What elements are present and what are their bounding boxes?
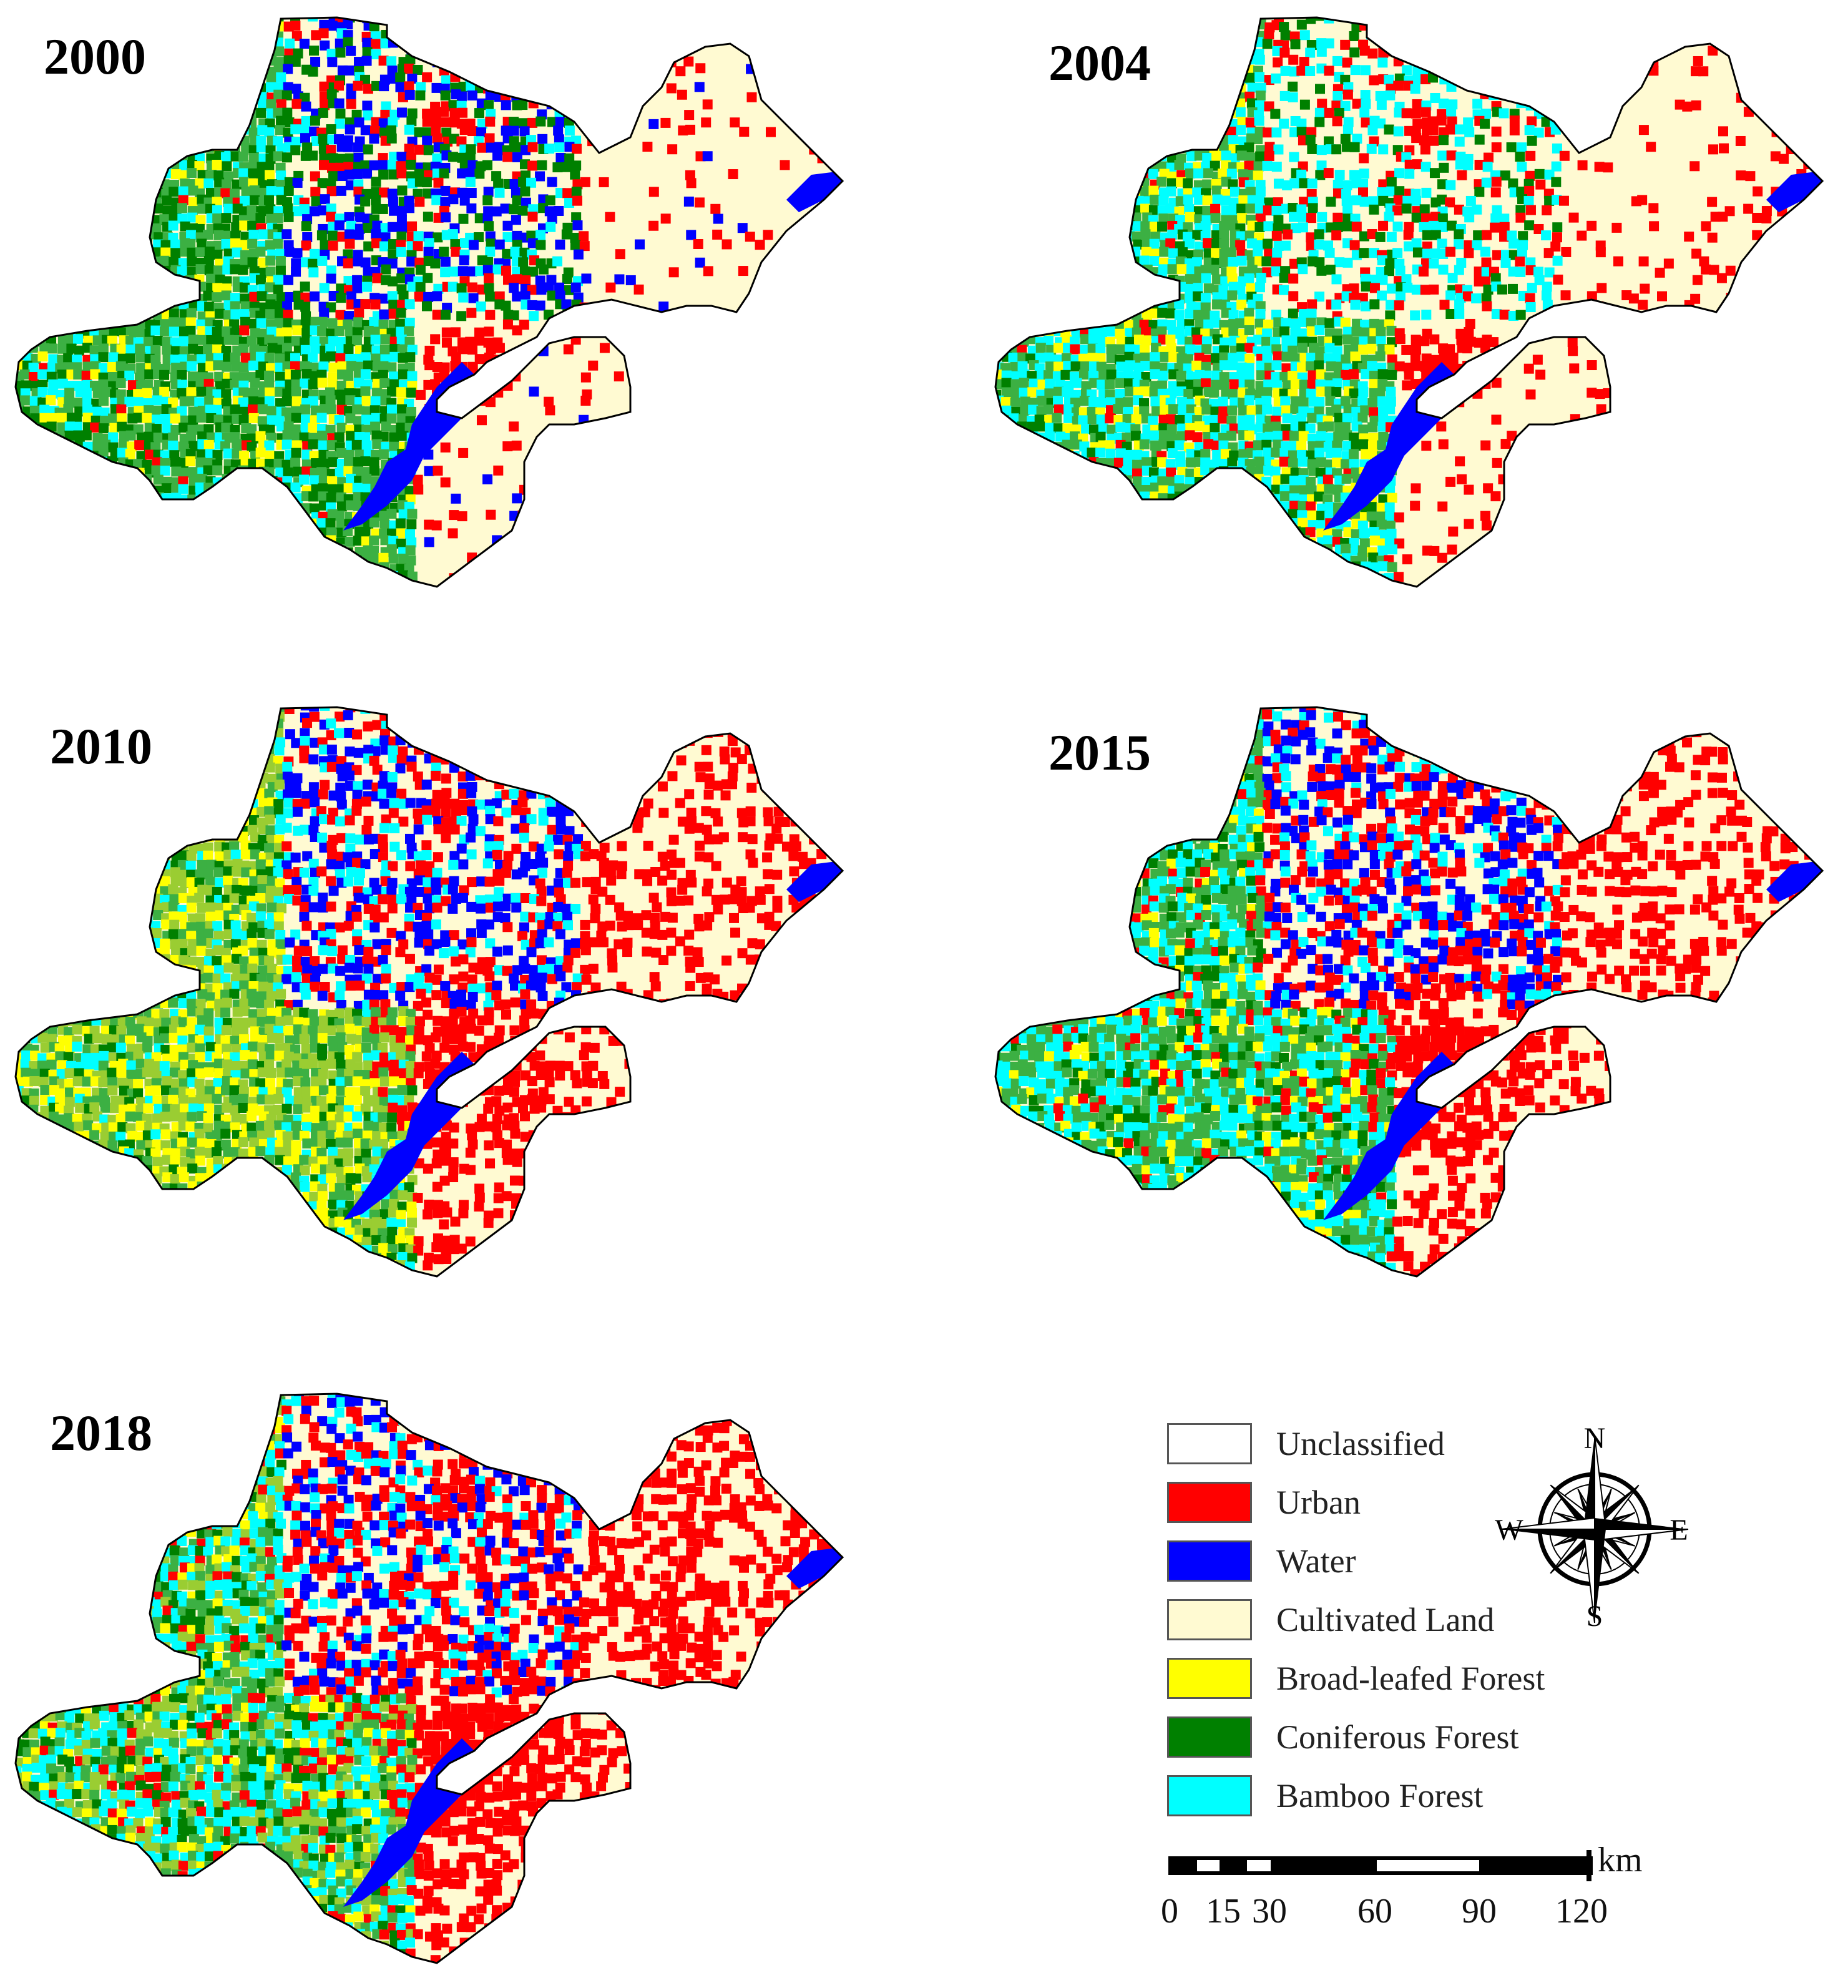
scale-tick: 0 xyxy=(1161,1891,1178,1931)
legend-label: Bamboo Forest xyxy=(1276,1776,1484,1815)
legend-item: Bamboo Forest xyxy=(1167,1775,1729,1823)
legend-item: Urban xyxy=(1167,1482,1729,1529)
compass-west-label: W xyxy=(1495,1514,1523,1547)
map-panel-2010: 2010 xyxy=(12,702,886,1283)
scale-tick: 120 xyxy=(1555,1891,1608,1931)
legend-swatch xyxy=(1167,1716,1252,1758)
legend-label: Cultivated Land xyxy=(1276,1600,1494,1639)
scale-unit: km xyxy=(1598,1840,1643,1880)
legend-item: Unclassified xyxy=(1167,1423,1729,1471)
legend-swatch xyxy=(1167,1658,1252,1699)
map-panel-2000: 2000 xyxy=(12,12,886,593)
map-panel-2015: 2015 xyxy=(992,702,1848,1283)
legend-swatch xyxy=(1167,1599,1252,1640)
scale-bar-seg xyxy=(1197,1860,1220,1871)
year-label: 2004 xyxy=(1049,37,1151,89)
land-cover-map xyxy=(994,16,1824,588)
legend-label: Water xyxy=(1276,1542,1356,1580)
scale-bar-end xyxy=(1586,1850,1591,1881)
year-label: 2000 xyxy=(44,31,146,82)
compass-south-label: S xyxy=(1586,1600,1603,1632)
legend-swatch xyxy=(1167,1423,1252,1464)
land-cover-map xyxy=(14,1393,844,1964)
scale-bar-seg xyxy=(1377,1860,1479,1871)
legend-item: Cultivated Land xyxy=(1167,1599,1729,1647)
map-panel-2004: 2004 xyxy=(992,12,1848,593)
legend-swatch xyxy=(1167,1775,1252,1816)
year-label: 2015 xyxy=(1049,727,1151,778)
compass-east-label: E xyxy=(1670,1514,1688,1547)
legend-label: Unclassified xyxy=(1276,1424,1445,1463)
compass-north-label: N xyxy=(1584,1426,1606,1455)
scale-tick: 30 xyxy=(1252,1891,1287,1931)
legend-item: Coniferous Forest xyxy=(1167,1716,1729,1764)
year-label: 2018 xyxy=(50,1408,152,1459)
scale-bar-seg xyxy=(1247,1860,1271,1871)
year-label: 2010 xyxy=(50,721,152,772)
scale-tick: 60 xyxy=(1357,1891,1392,1931)
map-panel-2018: 2018 xyxy=(12,1389,886,1969)
legend-item: Water xyxy=(1167,1540,1729,1588)
land-cover-map xyxy=(994,706,1824,1278)
legend-label: Urban xyxy=(1276,1483,1361,1522)
legend-swatch xyxy=(1167,1482,1252,1523)
land-cover-map xyxy=(14,706,844,1278)
legend: Unclassified Urban Water Cultivated Land Bro… xyxy=(1167,1423,1791,1972)
legend-label: Broad-leafed Forest xyxy=(1276,1659,1545,1698)
legend-item: Broad-leafed Forest xyxy=(1167,1658,1729,1705)
legend-swatch xyxy=(1167,1540,1252,1582)
scale-tick: 90 xyxy=(1462,1891,1497,1931)
legend-label: Coniferous Forest xyxy=(1276,1718,1518,1756)
land-cover-map xyxy=(14,16,844,588)
scale-tick: 15 xyxy=(1206,1891,1241,1931)
north-arrow-compass-icon: N S E W xyxy=(1495,1426,1689,1632)
